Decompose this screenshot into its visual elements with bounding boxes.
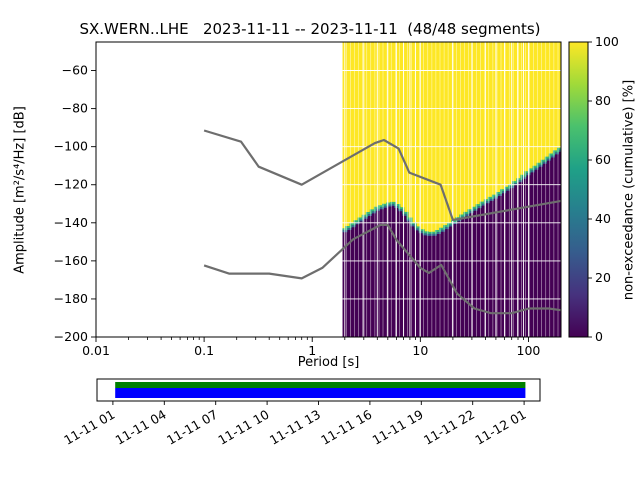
coverage-tick-label: 11-11 13 <box>267 407 323 448</box>
hist-nonexceedance-100-region <box>342 42 561 233</box>
axes-frame <box>95 41 562 338</box>
coverage-tick-label: 11-11 16 <box>318 407 374 448</box>
colorbar: 0 20 40 60 80 100 <box>568 34 619 344</box>
colorbar-gradient <box>569 42 588 337</box>
x-tick-label: 10 <box>412 343 428 358</box>
chart-title: SX.WERN..LHE 2023-11-11 -- 2023-11-11 (4… <box>79 20 541 38</box>
y-axis-label: Amplitude [m²/s⁴/Hz] [dB] <box>12 106 28 274</box>
x-axis-label: Period [s] <box>297 355 360 370</box>
colorbar-tick-label: 100 <box>595 34 619 49</box>
y-axis: −60 −80 −100 −120 −140 −160 −180 −200 <box>54 63 96 344</box>
colorbar-tick-label: 80 <box>595 93 611 108</box>
colorbar-tick-label: 60 <box>595 152 611 167</box>
y-tick-label: −160 <box>54 253 88 268</box>
colorbar-label: non-exceedance (cumulative) [%] <box>621 79 637 301</box>
ppsd-histogram <box>342 42 561 337</box>
y-tick-label: −60 <box>62 63 88 78</box>
coverage-segments-bar <box>115 382 526 388</box>
coverage-tick-label: 11-11 10 <box>215 407 271 448</box>
x-tick-label: 0.1 <box>194 343 214 358</box>
colorbar-tick-label: 20 <box>595 270 611 285</box>
coverage-tick-label: 11-11 04 <box>113 407 169 448</box>
coverage-tick-label: 11-11 19 <box>370 407 426 448</box>
x-tick-label: 1 <box>308 343 316 358</box>
x-tick-label: 100 <box>517 343 541 358</box>
colorbar-tick-label: 0 <box>595 329 603 344</box>
hist-nonexceedance-0-region <box>342 148 561 337</box>
y-tick-label: −120 <box>54 177 88 192</box>
x-tick-label: 0.01 <box>82 343 110 358</box>
coverage-tick-label: 11-11 22 <box>421 407 477 448</box>
coverage-tick-label: 11-11 07 <box>164 407 220 448</box>
nhnm-noise-model-line <box>203 129 562 222</box>
y-tick-label: −200 <box>54 329 88 344</box>
nlnm-noise-model-line <box>203 223 562 315</box>
coverage-tick-label: 11-11 01 <box>61 407 117 448</box>
y-tick-label: −140 <box>54 215 88 230</box>
colorbar-tick-label: 40 <box>595 211 611 226</box>
y-tick-label: −100 <box>54 139 88 154</box>
coverage-tick-label: 11-12 01 <box>472 407 528 448</box>
y-tick-label: −80 <box>62 101 88 116</box>
y-tick-label: −180 <box>54 291 88 306</box>
grid-lines <box>342 42 561 337</box>
coverage-data-bar <box>115 388 526 398</box>
x-axis: 0.01 0.1 1 10 100 <box>82 337 540 358</box>
